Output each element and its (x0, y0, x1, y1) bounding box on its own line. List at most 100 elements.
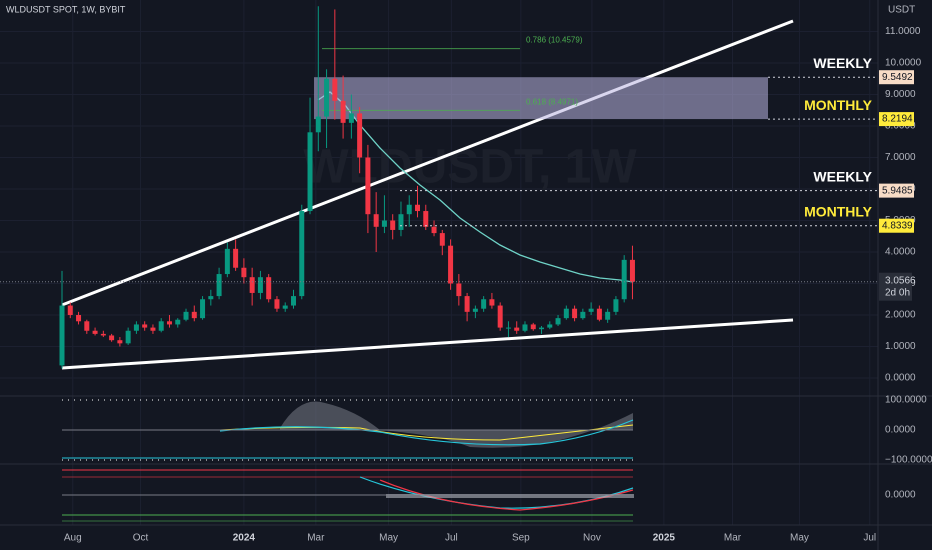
zone (314, 77, 768, 120)
candle-body (448, 245, 454, 284)
trend-line (61, 19, 794, 307)
candle-body (125, 330, 131, 344)
candle-body (629, 259, 635, 282)
indicator-tick-label: 0.0000 (885, 425, 916, 436)
y-tick-label: 1.0000 (885, 341, 916, 352)
candle-body (133, 324, 139, 331)
candle-body (605, 311, 611, 320)
x-tick-label: Sep (512, 533, 530, 544)
indicator-tick-label: 100.0000 (885, 395, 927, 406)
x-tick-label: May (379, 533, 398, 544)
x-tick-label: Mar (724, 533, 742, 544)
last-price-tag (879, 272, 912, 301)
candle-body (580, 311, 586, 319)
candle-body (456, 283, 462, 297)
level-tag-label: 4.8339 (882, 220, 913, 231)
x-tick-label: Jul (863, 533, 876, 544)
candle-body (415, 204, 421, 212)
candle-body (84, 321, 90, 331)
candle-body (398, 214, 404, 230)
candle-body (505, 327, 511, 329)
candle-body (266, 277, 272, 300)
candle-body (365, 157, 371, 215)
last-price-label: 3.0566 (885, 275, 916, 286)
candle-body (439, 233, 445, 246)
x-tick-label: Jul (445, 533, 458, 544)
candle-body (224, 248, 230, 275)
x-tick-label: Mar (307, 533, 325, 544)
y-tick-label: 2.0000 (885, 310, 916, 321)
candle-body (563, 308, 569, 319)
level-label: WEEKLY (813, 168, 872, 184)
candle-body (481, 299, 487, 309)
indicator-tick-label: −100.0000 (885, 455, 932, 466)
candle-body (406, 204, 412, 215)
candle-body (142, 324, 148, 328)
candle-body (472, 308, 478, 312)
level-tag (879, 218, 914, 233)
candle-body (340, 100, 346, 123)
candle-body (59, 305, 65, 366)
candle-body (497, 305, 503, 328)
candle-body (489, 299, 495, 306)
currency-label: USDT (888, 5, 915, 16)
candle-body (539, 327, 545, 330)
candle-body (282, 305, 288, 309)
candle-body (274, 299, 280, 309)
candle-body (307, 132, 313, 212)
candle-body (572, 308, 578, 319)
x-tick-label: Oct (133, 533, 149, 544)
oscillator-area (386, 494, 634, 498)
candle-body (117, 340, 123, 344)
level-tag (879, 112, 914, 127)
candle-body (514, 327, 520, 331)
fib-label: 0.786 (10.4579) (526, 36, 583, 45)
candle-body (109, 335, 115, 341)
candle-body (522, 324, 528, 331)
countdown-label: 2d 0h (885, 287, 910, 298)
candle-body (100, 333, 106, 336)
candle-body (208, 296, 214, 300)
y-tick-label: 10.0000 (885, 58, 922, 69)
candle-body (257, 277, 263, 293)
level-label: WEEKLY (813, 55, 872, 71)
y-tick-label: 8.0000 (885, 121, 916, 132)
candle-body (158, 321, 164, 331)
level-tag (879, 70, 914, 85)
candle-body (200, 299, 206, 319)
x-tick-label: Aug (64, 533, 82, 544)
candle-body (92, 330, 98, 334)
y-tick-label: 4.0000 (885, 247, 916, 258)
candle-body (249, 277, 255, 293)
candle-body (332, 78, 338, 101)
candle-body (373, 214, 379, 227)
candle-body (216, 274, 222, 297)
candle-body (431, 226, 437, 234)
y-tick-label: 7.0000 (885, 152, 916, 163)
candle-body (381, 220, 387, 227)
x-tick-label: 2024 (233, 533, 256, 544)
candle-body (357, 113, 363, 158)
oscillator-line (379, 479, 634, 511)
level-tag (879, 183, 914, 198)
level-tag-label: 8.2194 (882, 114, 913, 125)
level-label: MONTHLY (804, 97, 873, 113)
level-tag-label: 9.5492 (882, 72, 913, 83)
candle-body (530, 324, 536, 330)
candle-body (166, 321, 172, 325)
candle-body (390, 220, 396, 230)
candle-body (241, 267, 247, 278)
y-tick-label: 11.0000 (885, 26, 921, 37)
candle-body (183, 311, 189, 320)
candle-body (315, 116, 321, 133)
oscillator-area (280, 401, 633, 448)
x-tick-label: Nov (583, 533, 601, 544)
candle-body (191, 311, 197, 319)
candle-body (299, 211, 305, 297)
level-tag-label: 5.9485 (882, 185, 913, 196)
oscillator-line (219, 424, 634, 441)
candle-body (423, 211, 429, 227)
candle-body (67, 305, 73, 315)
candle-body (596, 308, 602, 320)
